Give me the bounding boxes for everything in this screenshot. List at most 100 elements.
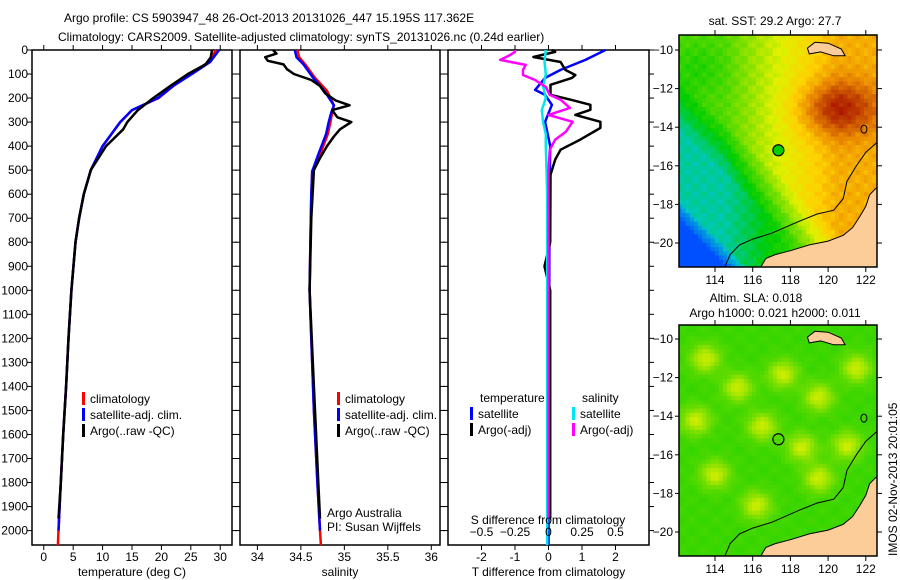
map-cell (747, 352, 753, 358)
map-cell (785, 386, 790, 392)
map-cell (772, 187, 778, 192)
map-cell (847, 51, 852, 56)
map-cell (681, 412, 687, 418)
map-cell (859, 38, 865, 44)
map-cell (714, 459, 720, 464)
map-cell (719, 268, 724, 273)
map-cell (751, 76, 757, 82)
map-cell (756, 35, 761, 39)
map-cell (805, 42, 811, 48)
map-cell (768, 72, 774, 78)
map-cell (834, 212, 840, 218)
map-cell (756, 157, 761, 163)
map-cell (760, 89, 765, 95)
map-cell (785, 212, 790, 218)
map-cell (751, 493, 757, 498)
map-cell (847, 225, 852, 230)
map-cell (693, 110, 699, 116)
s-axis-label: S difference from climatology (471, 513, 626, 527)
map-cell (714, 446, 720, 452)
map-cell (706, 348, 711, 354)
map-cell (735, 488, 741, 494)
map-cell (693, 204, 699, 209)
map-cell (830, 148, 836, 154)
map-cell (718, 165, 724, 171)
map-cell (830, 204, 836, 209)
map-cell (768, 191, 774, 197)
map-cell (735, 106, 741, 112)
map-cell (679, 191, 682, 197)
map-cell (793, 374, 799, 379)
map-cell (881, 102, 886, 107)
map-cell (764, 408, 770, 413)
map-cell (747, 59, 753, 65)
map-cell (851, 191, 857, 197)
map-cell (698, 195, 703, 201)
map-cell (706, 425, 711, 430)
map-cell (760, 30, 765, 35)
map-cell (727, 514, 732, 519)
map-cell (793, 208, 799, 214)
map-cell (756, 30, 761, 35)
map-cell (885, 55, 890, 60)
map-cell (764, 340, 770, 345)
map-cell (747, 165, 753, 171)
map-cell (843, 229, 848, 235)
map-cell (760, 433, 765, 439)
map-cell (859, 119, 865, 124)
map-cell (876, 268, 881, 273)
map-cell (768, 450, 774, 456)
map-cell (747, 535, 753, 541)
map-cell (793, 187, 799, 192)
map-cell (764, 442, 770, 447)
map-cell (731, 340, 736, 345)
map-cell (685, 463, 691, 469)
map-cell (793, 42, 799, 48)
s-tick-label: −0.25 (500, 525, 531, 539)
map-cell (722, 144, 728, 150)
map-cell (826, 55, 832, 61)
map-cell (702, 204, 707, 209)
map-cell (714, 399, 720, 405)
map-cell (793, 165, 799, 171)
map-cell (843, 80, 848, 86)
map-cell (731, 110, 736, 116)
map-cell (690, 268, 695, 273)
map-cell (789, 238, 794, 243)
map-cell (756, 557, 761, 562)
map-cell (805, 531, 811, 536)
map-cell (747, 136, 753, 141)
map-cell (714, 514, 720, 519)
map-cell (805, 123, 811, 129)
map-cell (756, 63, 761, 69)
map-cell (722, 161, 728, 167)
map-cell (731, 216, 736, 222)
map-cell (768, 437, 774, 443)
map-cell (851, 204, 857, 209)
map-cell (681, 374, 687, 379)
map-cell (855, 85, 861, 90)
map-cell (760, 369, 765, 375)
map-cell (743, 408, 749, 413)
map-cell (679, 510, 682, 515)
map-cell (706, 476, 711, 481)
map-cell (693, 89, 699, 95)
map-cell (685, 229, 691, 235)
map-cell (785, 501, 790, 507)
map-cell (776, 510, 782, 515)
map-cell (714, 488, 720, 494)
map-cell (739, 357, 745, 362)
map-cell (756, 123, 761, 129)
map-cell (685, 131, 691, 137)
map-cell (760, 123, 765, 129)
map-cell (781, 361, 786, 367)
map-cell (743, 412, 749, 418)
map-cell (785, 46, 790, 52)
map-cell (760, 106, 765, 112)
map-cell (718, 340, 724, 345)
map-cell (689, 148, 695, 154)
map-cell (772, 514, 778, 519)
map-cell (681, 80, 687, 86)
map-cell (847, 199, 852, 205)
map-cell (881, 221, 886, 226)
